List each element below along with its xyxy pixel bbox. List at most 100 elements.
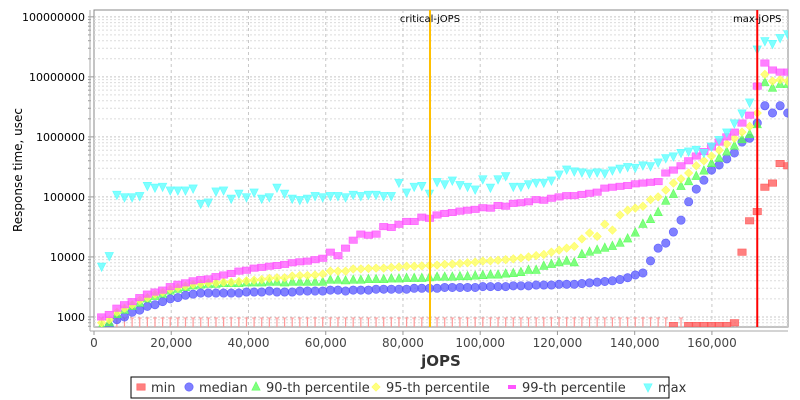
data-point <box>455 207 465 215</box>
data-point <box>432 211 442 219</box>
series-99-th-percentile <box>97 59 788 321</box>
data-point <box>508 281 518 291</box>
data-point <box>524 281 534 291</box>
data-point <box>653 243 663 253</box>
data-point <box>646 178 656 186</box>
data-point <box>280 287 290 297</box>
data-point <box>341 286 351 296</box>
data-point <box>196 276 206 284</box>
data-point <box>188 289 198 299</box>
data-point <box>539 196 549 204</box>
y-tick-label: 10000000 <box>29 71 85 84</box>
data-point <box>775 160 785 168</box>
data-point <box>500 268 511 278</box>
data-point <box>409 217 419 225</box>
data-point <box>325 266 335 276</box>
data-point <box>638 218 648 228</box>
data-point <box>401 188 412 199</box>
data-point <box>226 194 236 205</box>
data-point <box>699 322 709 327</box>
y-tick-label: 1000 <box>57 311 85 324</box>
data-point <box>203 275 213 283</box>
data-point <box>379 284 389 294</box>
data-point <box>684 197 694 207</box>
data-point <box>767 66 777 74</box>
series-95-th-percentile <box>96 69 788 327</box>
data-point <box>729 128 739 136</box>
data-point <box>592 231 602 241</box>
data-point <box>241 276 252 286</box>
data-point <box>371 230 381 238</box>
data-point <box>234 276 244 287</box>
data-point <box>226 269 236 277</box>
data-point <box>417 261 427 271</box>
data-point <box>470 185 480 195</box>
data-point <box>417 213 427 221</box>
data-point <box>272 273 282 283</box>
data-point <box>615 182 625 190</box>
data-point <box>287 271 297 281</box>
data-point <box>630 163 640 174</box>
data-point <box>722 128 732 139</box>
data-point <box>546 247 557 257</box>
data-point <box>302 194 313 205</box>
data-point <box>485 183 496 194</box>
data-point <box>584 246 595 256</box>
y-axis-label: Response time, usec <box>11 108 25 232</box>
legend-label: max <box>658 381 687 396</box>
y-tick-label: 10000 <box>50 251 85 264</box>
data-point <box>485 282 495 292</box>
data-point <box>340 266 351 276</box>
data-point <box>745 217 755 225</box>
legend-label: min <box>151 381 176 396</box>
data-point <box>478 204 488 212</box>
data-point <box>584 228 595 238</box>
data-point <box>310 276 320 286</box>
data-point <box>478 269 488 280</box>
data-point <box>142 290 152 298</box>
data-point <box>379 273 389 284</box>
data-point <box>211 278 221 288</box>
data-point <box>775 34 785 44</box>
data-point <box>607 276 617 286</box>
data-point <box>760 37 770 47</box>
data-point <box>539 249 549 260</box>
data-point <box>523 252 534 262</box>
data-point <box>386 284 396 294</box>
data-point <box>356 264 366 274</box>
data-point <box>531 251 541 261</box>
data-point <box>638 179 648 187</box>
data-point <box>668 322 678 327</box>
data-point <box>523 264 534 274</box>
data-point <box>661 154 671 164</box>
data-point <box>676 215 686 225</box>
data-point <box>600 242 610 252</box>
data-point <box>219 288 229 298</box>
data-point <box>402 284 412 294</box>
data-point <box>180 279 190 287</box>
data-point <box>554 279 564 289</box>
data-point <box>249 264 259 272</box>
data-point <box>622 163 633 173</box>
data-point <box>638 268 648 278</box>
data-point <box>241 193 252 203</box>
data-point <box>401 261 412 271</box>
data-point <box>417 283 427 293</box>
data-point <box>295 258 305 266</box>
data-point <box>249 275 259 285</box>
data-point <box>737 127 747 137</box>
y-tick-label: 100000 <box>43 191 85 204</box>
data-point <box>737 119 747 127</box>
data-point <box>211 273 221 281</box>
data-point <box>729 140 740 150</box>
data-point <box>760 76 770 87</box>
data-point <box>706 157 717 168</box>
data-point <box>409 272 419 282</box>
data-point <box>463 282 473 292</box>
data-point <box>767 39 778 50</box>
data-point <box>508 254 518 264</box>
data-point <box>180 186 191 196</box>
data-point <box>562 243 572 253</box>
x-tick-label: 140,000 <box>610 336 660 350</box>
data-point <box>607 166 618 176</box>
